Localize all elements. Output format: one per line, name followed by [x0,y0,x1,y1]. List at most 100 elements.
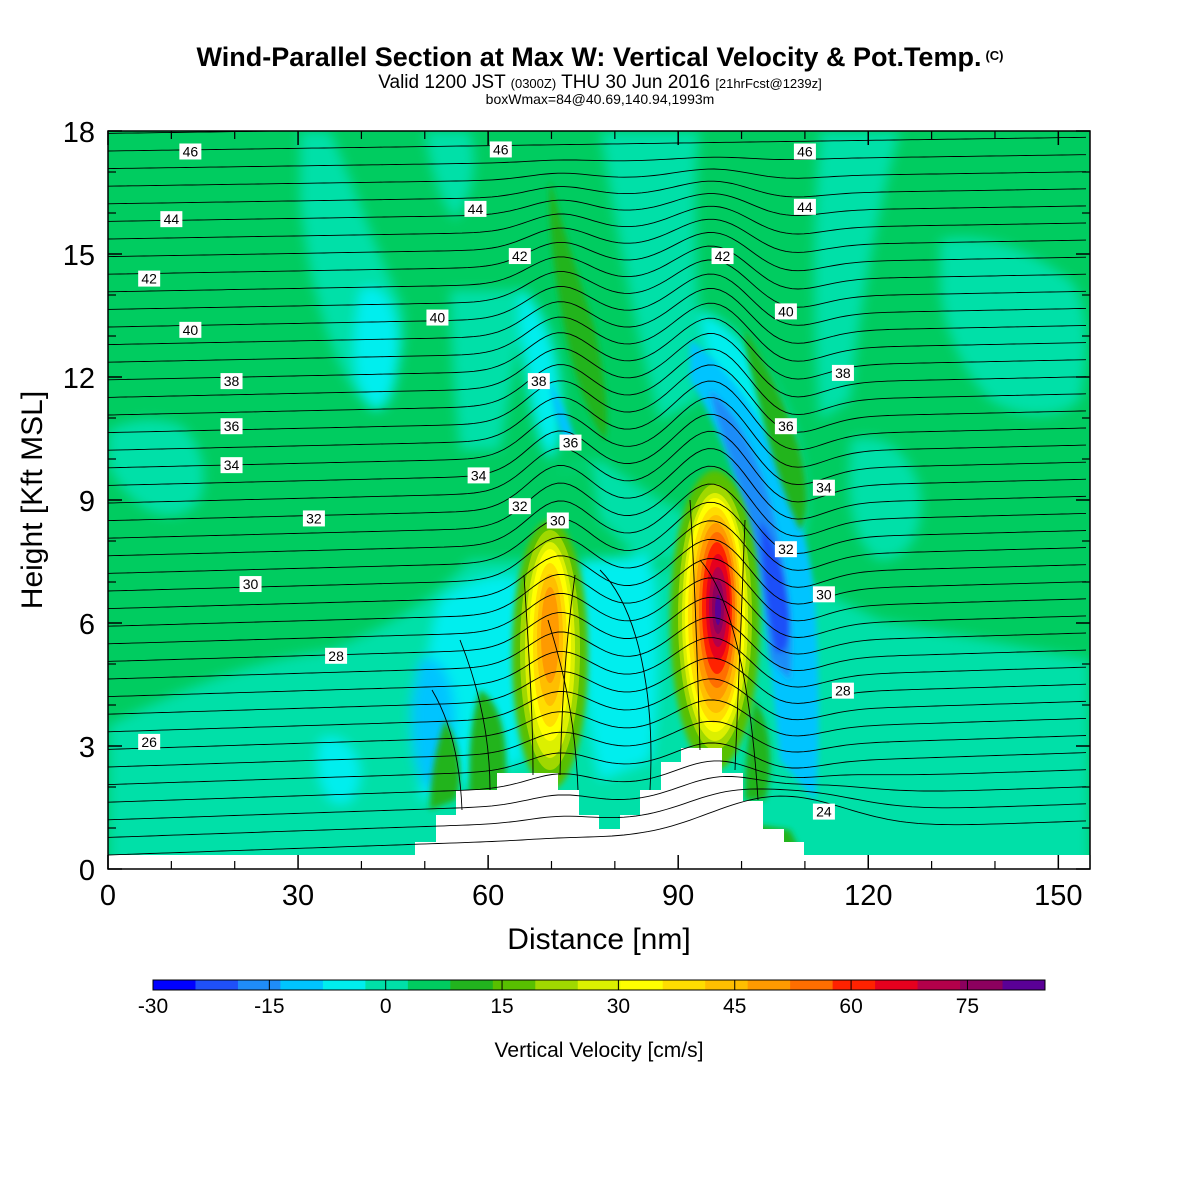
colorbar-swatch [960,980,1004,990]
contour-label: 36 [559,434,582,451]
contour-label: 42 [138,270,161,287]
y-tick-label: 3 [79,732,95,764]
y-tick-label: 12 [63,363,95,395]
contour-label-text: 28 [835,683,851,699]
contour-label: 40 [426,309,449,326]
forecast-info: [21hrFcst@1239z] [715,76,822,91]
contour-label: 38 [831,364,854,381]
x-tick-label: 90 [662,880,694,912]
colorbar-tick-label: 45 [723,995,746,1018]
updraft-cell-west [512,520,588,790]
y-tick-label: 9 [79,486,95,518]
contour-label: 36 [774,418,797,435]
contour-label-text: 36 [224,418,240,434]
contour-label: 38 [220,373,243,390]
contour-label: 32 [508,498,531,515]
y-tick-label: 18 [63,117,95,149]
contour-label: 44 [464,200,487,217]
contour-label-text: 40 [430,310,446,326]
contour-label-text: 36 [778,418,794,434]
contour-label-text: 24 [816,804,832,820]
contour-label-text: 46 [183,144,199,160]
contour-label-text: 30 [550,513,566,529]
y-tick-label: 15 [63,240,95,272]
contour-label-text: 28 [328,648,344,664]
contour-label: 32 [774,541,797,558]
chart-title: Wind-Parallel Section at Max W: Vertical… [0,42,1200,73]
x-tick-label: 120 [844,880,892,912]
colorbar-swatch [1002,980,1046,990]
contour-label: 42 [711,248,734,265]
colorbar-swatch [195,980,239,990]
contour-label-text: 42 [512,248,528,264]
contour-label-text: 40 [778,303,794,319]
colorbar-tick-label: 15 [490,995,513,1018]
copyright-mark: (C) [985,48,1004,63]
contour-label: 40 [774,303,797,320]
contour-label-text: 30 [816,586,832,602]
contour-label: 34 [220,457,243,474]
colorbar-swatch [620,980,664,990]
contour-label: 28 [325,647,348,664]
x-tick-label: 60 [472,880,504,912]
x-axis-label: Distance [nm] [507,923,690,956]
contour-label: 46 [793,143,816,160]
contour-label-text: 44 [468,201,484,217]
colorbar-swatch [535,980,579,990]
contour-label: 46 [489,141,512,158]
contour-label-text: 34 [471,467,487,483]
contour-label: 34 [467,467,490,484]
contour-label-text: 30 [243,576,259,592]
colorbar-swatch [790,980,834,990]
colorbar-swatch [875,980,919,990]
valid-time-line: Valid 1200 JST (0300Z) THU 30 Jun 2016 [… [0,73,1200,94]
colorbar-swatch [450,980,494,990]
contour-label: 26 [138,733,161,750]
valid-date: THU 30 Jun 2016 [561,72,711,93]
velocity-field [108,131,1090,869]
contour-label: 44 [793,198,816,215]
contour-label-text: 46 [797,144,813,160]
contour-label: 42 [508,248,531,265]
x-tick-label: 150 [1034,880,1082,912]
colorbar-tick-label: 75 [956,995,979,1018]
contour-label: 44 [160,211,183,228]
colorbar-swatch [237,980,281,990]
contour-label-text: 26 [141,734,157,750]
x-axis: 0 30 60 90 120 150 [100,131,1083,912]
colorbar-swatch [832,980,876,990]
contour-label: 24 [812,803,835,820]
contour-label-text: 32 [306,510,322,526]
y-tick-label: 6 [79,609,95,641]
colorbar-swatch [917,980,961,990]
potential-temperature-contours [108,131,1087,856]
colorbar-swatch [705,980,749,990]
contour-label: 38 [527,373,550,390]
colorbar-swatch [280,980,324,990]
contour-label-text: 44 [797,199,813,215]
colorbar-tick-label: 0 [380,995,392,1018]
box-wmax-info: boxWmax=84@40.69,140.94,1993m [485,91,715,107]
contour-label-text: 42 [141,271,157,287]
contour-label: 40 [179,321,202,338]
colorbar-swatch [747,980,791,990]
contour-label-text: 44 [164,211,180,227]
colorbar-swatch [322,980,366,990]
colorbar-swatch [577,980,621,990]
contour-label-text: 34 [224,457,240,473]
contour-labels: 46 46 46 44 44 44 42 42 42 40 40 40 38 38 38 36 36 36 34 34… [138,141,854,820]
contour-label-text: 38 [835,365,851,381]
colorbar-swatch [662,980,706,990]
y-tick-label: 0 [79,855,95,887]
contour-label: 34 [812,479,835,496]
terrain [108,748,1090,869]
contour-label: 28 [831,682,854,699]
contour-label: 30 [546,512,569,529]
colorbar-swatch [407,980,451,990]
contour-label-text: 32 [778,541,794,557]
colorbar: -30 -15 0 15 30 45 60 75 [138,979,1046,1018]
chart-title-text: Wind-Parallel Section at Max W: Vertical… [196,42,982,72]
colorbar-tick-label: -30 [138,995,168,1018]
colorbar-swatch [492,980,536,990]
